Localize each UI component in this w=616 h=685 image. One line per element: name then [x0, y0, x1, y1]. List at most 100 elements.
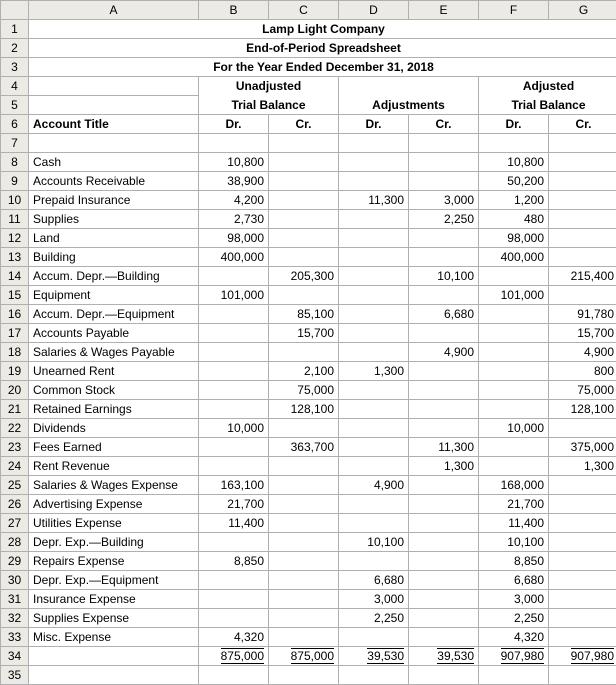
adj-dr[interactable] [339, 286, 409, 305]
adjusted-dr[interactable] [479, 267, 549, 286]
adj-dr[interactable] [339, 210, 409, 229]
row-hdr[interactable]: 33 [1, 628, 29, 647]
total-adj-dr[interactable]: 39,530 [339, 647, 409, 666]
unadj-cr[interactable]: 75,000 [269, 381, 339, 400]
unadj-cr[interactable]: 205,300 [269, 267, 339, 286]
adjusted-cr[interactable]: 375,000 [549, 438, 616, 457]
adj-cr[interactable]: 3,000 [409, 191, 479, 210]
adj-cr[interactable] [409, 514, 479, 533]
period[interactable]: For the Year Ended December 31, 2018 [29, 58, 616, 77]
account-title[interactable]: Supplies [29, 210, 199, 229]
adjusted-dr[interactable]: 8,850 [479, 552, 549, 571]
adj-dr[interactable] [339, 305, 409, 324]
adjusted-dr[interactable]: 168,000 [479, 476, 549, 495]
row-hdr[interactable]: 3 [1, 58, 29, 77]
adj-cr[interactable] [409, 552, 479, 571]
dr-label[interactable]: Dr. [339, 115, 409, 134]
row-hdr[interactable]: 15 [1, 286, 29, 305]
row-hdr[interactable]: 2 [1, 39, 29, 58]
account-title[interactable]: Prepaid Insurance [29, 191, 199, 210]
adjusted-dr[interactable]: 101,000 [479, 286, 549, 305]
account-title[interactable]: Retained Earnings [29, 400, 199, 419]
unadj-cr[interactable] [269, 229, 339, 248]
adjusted-dr[interactable]: 2,250 [479, 609, 549, 628]
col-hdr-E[interactable]: E [409, 1, 479, 20]
adjusted-dr[interactable] [479, 324, 549, 343]
account-title[interactable]: Unearned Rent [29, 362, 199, 381]
unadj-cr[interactable] [269, 343, 339, 362]
adjusted-cr[interactable] [549, 571, 616, 590]
adj-dr[interactable] [339, 172, 409, 191]
row-hdr[interactable]: 31 [1, 590, 29, 609]
col-hdr-F[interactable]: F [479, 1, 549, 20]
adj-cr[interactable] [409, 400, 479, 419]
account-title[interactable]: Accum. Depr.—Equipment [29, 305, 199, 324]
account-title[interactable]: Salaries & Wages Payable [29, 343, 199, 362]
adjusted-cr[interactable]: 128,100 [549, 400, 616, 419]
adj-cr[interactable] [409, 495, 479, 514]
row-hdr[interactable]: 10 [1, 191, 29, 210]
company-name[interactable]: Lamp Light Company [29, 20, 616, 39]
account-title[interactable]: Depr. Exp.—Building [29, 533, 199, 552]
cell[interactable] [339, 666, 409, 685]
adj-cr[interactable]: 2,250 [409, 210, 479, 229]
adj-cr[interactable]: 1,300 [409, 457, 479, 476]
adjusted-dr[interactable] [479, 381, 549, 400]
account-title[interactable]: Advertising Expense [29, 495, 199, 514]
cell[interactable] [479, 134, 549, 153]
account-title[interactable]: Insurance Expense [29, 590, 199, 609]
adjusted-cr[interactable]: 800 [549, 362, 616, 381]
cell[interactable] [479, 666, 549, 685]
row-hdr[interactable]: 30 [1, 571, 29, 590]
account-title[interactable]: Rent Revenue [29, 457, 199, 476]
account-title[interactable]: Common Stock [29, 381, 199, 400]
adjusted-cr[interactable] [549, 191, 616, 210]
adjusted-cr[interactable] [549, 229, 616, 248]
unadj-dr[interactable] [199, 571, 269, 590]
row-hdr[interactable]: 13 [1, 248, 29, 267]
account-title[interactable]: Accum. Depr.—Building [29, 267, 199, 286]
total-unadj-dr[interactable]: 875,000 [199, 647, 269, 666]
unadj-cr[interactable] [269, 286, 339, 305]
row-hdr[interactable]: 17 [1, 324, 29, 343]
adj-dr[interactable]: 3,000 [339, 590, 409, 609]
row-hdr[interactable]: 26 [1, 495, 29, 514]
cr-label[interactable]: Cr. [549, 115, 616, 134]
dr-label[interactable]: Dr. [199, 115, 269, 134]
adj-dr[interactable]: 11,300 [339, 191, 409, 210]
section-adjustments[interactable]: Adjustments [339, 77, 479, 115]
account-title[interactable]: Cash [29, 153, 199, 172]
adjusted-cr[interactable] [549, 210, 616, 229]
account-title[interactable]: Building [29, 248, 199, 267]
adjusted-dr[interactable]: 21,700 [479, 495, 549, 514]
unadj-dr[interactable]: 38,900 [199, 172, 269, 191]
adjusted-dr[interactable] [479, 343, 549, 362]
section-unadjusted-l2[interactable]: Trial Balance [199, 96, 339, 115]
unadj-dr[interactable] [199, 457, 269, 476]
row-hdr[interactable]: 16 [1, 305, 29, 324]
row-hdr[interactable]: 6 [1, 115, 29, 134]
account-title[interactable]: Accounts Payable [29, 324, 199, 343]
unadj-cr[interactable] [269, 571, 339, 590]
col-hdr-A[interactable]: A [29, 1, 199, 20]
unadj-dr[interactable]: 2,730 [199, 210, 269, 229]
adj-cr[interactable]: 10,100 [409, 267, 479, 286]
row-hdr[interactable]: 8 [1, 153, 29, 172]
unadj-dr[interactable] [199, 400, 269, 419]
unadj-dr[interactable] [199, 267, 269, 286]
adj-cr[interactable] [409, 419, 479, 438]
adj-cr[interactable] [409, 229, 479, 248]
cell[interactable] [29, 77, 199, 96]
cell[interactable] [549, 666, 616, 685]
unadj-dr[interactable]: 4,200 [199, 191, 269, 210]
adj-dr[interactable] [339, 381, 409, 400]
adj-cr[interactable] [409, 324, 479, 343]
account-title-label[interactable]: Account Title [29, 115, 199, 134]
row-hdr[interactable]: 28 [1, 533, 29, 552]
unadj-cr[interactable] [269, 172, 339, 191]
account-title[interactable]: Salaries & Wages Expense [29, 476, 199, 495]
row-hdr[interactable]: 27 [1, 514, 29, 533]
adj-dr[interactable] [339, 514, 409, 533]
unadj-cr[interactable]: 363,700 [269, 438, 339, 457]
col-hdr-D[interactable]: D [339, 1, 409, 20]
